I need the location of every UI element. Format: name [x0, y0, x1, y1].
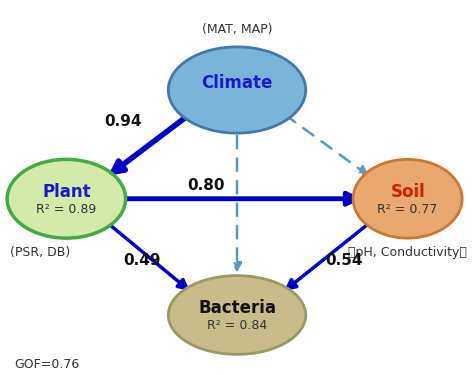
Text: (MAT, MAP): (MAT, MAP): [202, 22, 272, 36]
Text: 0.80: 0.80: [187, 178, 225, 193]
Text: 0.54: 0.54: [325, 253, 363, 268]
Text: Plant: Plant: [42, 183, 91, 201]
Text: Soil: Soil: [390, 183, 425, 201]
Text: 0.94: 0.94: [104, 114, 142, 129]
Text: R² = 0.77: R² = 0.77: [377, 203, 438, 216]
Ellipse shape: [353, 159, 462, 238]
Text: Bacteria: Bacteria: [198, 299, 276, 317]
Ellipse shape: [168, 276, 306, 354]
Ellipse shape: [168, 47, 306, 133]
Text: GOF=0.76: GOF=0.76: [14, 358, 80, 371]
Text: R² = 0.84: R² = 0.84: [207, 319, 267, 332]
Text: Climate: Climate: [201, 74, 273, 92]
Text: R² = 0.89: R² = 0.89: [36, 203, 97, 216]
Ellipse shape: [7, 159, 126, 238]
Text: （pH, Conductivity）: （pH, Conductivity）: [348, 246, 467, 259]
Text: (PSR, DB): (PSR, DB): [10, 246, 71, 259]
Text: 0.49: 0.49: [123, 253, 161, 268]
